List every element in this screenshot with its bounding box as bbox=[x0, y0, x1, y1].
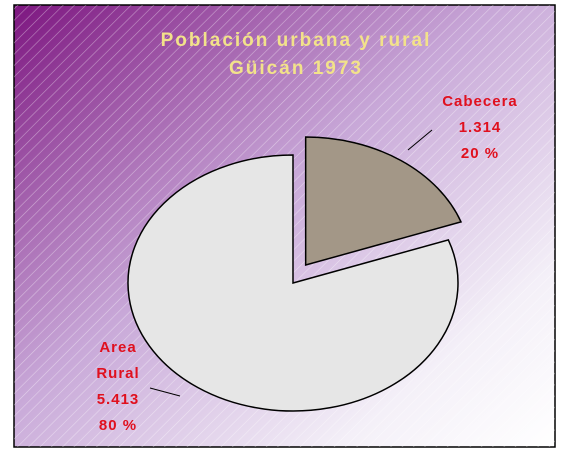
value-label: 1.314 bbox=[458, 119, 502, 136]
leader-line bbox=[407, 129, 433, 151]
pie bbox=[127, 136, 463, 412]
pie-slice bbox=[127, 154, 459, 412]
chart-subtitle: Güicán 1973 bbox=[229, 58, 363, 79]
slice-label: Cabecera 1.314 20 % bbox=[430, 89, 530, 167]
percent-label: 80 % bbox=[98, 417, 138, 434]
category-label: Area Rural bbox=[96, 339, 140, 382]
chart-title: Población urbana y rural bbox=[161, 30, 432, 51]
leader-line bbox=[149, 387, 181, 397]
slice-label: Area Rural 5.413 80 % bbox=[88, 335, 148, 439]
category-label: Cabecera bbox=[442, 93, 518, 110]
percent-label: 20 % bbox=[460, 145, 500, 162]
value-label: 5.413 bbox=[96, 391, 140, 408]
pie-slice bbox=[304, 136, 463, 267]
